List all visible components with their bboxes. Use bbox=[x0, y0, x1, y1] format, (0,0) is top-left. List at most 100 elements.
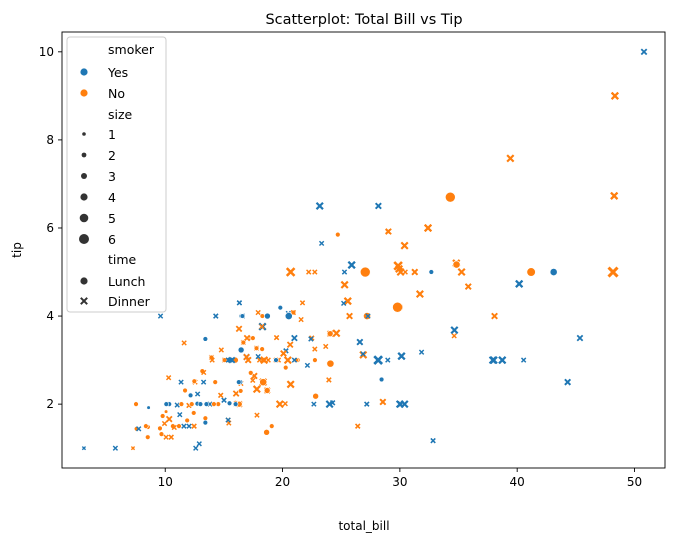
data-point-199 bbox=[346, 312, 353, 320]
legend-box bbox=[66, 36, 167, 313]
data-point-261 bbox=[181, 423, 187, 429]
data-point-157 bbox=[360, 351, 366, 357]
data-point-201 bbox=[395, 264, 404, 273]
data-point-220 bbox=[145, 434, 151, 440]
data-point-77 bbox=[255, 309, 261, 316]
y-axis-label: tip bbox=[10, 242, 24, 258]
legend-size-label-6: 6 bbox=[108, 232, 116, 247]
data-point-139 bbox=[343, 297, 352, 306]
legend-size-marker-6 bbox=[79, 234, 89, 244]
data-point-244 bbox=[264, 312, 271, 320]
data-point-226 bbox=[445, 191, 456, 203]
data-point-230 bbox=[143, 423, 149, 429]
data-point-178 bbox=[236, 300, 243, 306]
data-point-181 bbox=[365, 313, 371, 319]
data-point-253 bbox=[194, 391, 201, 397]
y-tick-label-10: 10 bbox=[39, 45, 54, 59]
data-point-111 bbox=[165, 415, 173, 423]
data-point-225 bbox=[250, 335, 256, 341]
data-point-29 bbox=[415, 290, 424, 299]
data-point-47 bbox=[418, 349, 425, 355]
data-point-134 bbox=[256, 357, 263, 363]
legend-marker-no bbox=[80, 89, 88, 97]
data-point-234 bbox=[133, 401, 139, 407]
data-point-278 bbox=[227, 357, 233, 363]
legend-label-lunch: Lunch bbox=[108, 274, 145, 289]
data-point-280 bbox=[193, 445, 199, 451]
data-point-257 bbox=[200, 379, 207, 385]
data-point-30 bbox=[340, 280, 349, 289]
data-point-216 bbox=[283, 364, 289, 371]
data-point-243 bbox=[203, 401, 210, 407]
legend-label-yes: Yes bbox=[107, 65, 128, 80]
data-point-136 bbox=[165, 375, 172, 381]
data-point-128 bbox=[158, 431, 165, 437]
legend-size-label-5: 5 bbox=[108, 211, 116, 226]
data-point-24 bbox=[457, 268, 466, 277]
data-point-272 bbox=[201, 369, 207, 376]
data-point-210 bbox=[392, 301, 403, 313]
legend-marker-lunch bbox=[80, 277, 88, 285]
data-point-101 bbox=[299, 300, 306, 306]
data-point-249 bbox=[237, 346, 245, 354]
data-point-259 bbox=[196, 441, 202, 447]
data-point-281 bbox=[430, 438, 436, 444]
data-point-262 bbox=[136, 426, 142, 432]
data-point-238 bbox=[239, 313, 246, 319]
data-point-190 bbox=[225, 417, 231, 423]
data-point-198 bbox=[326, 377, 332, 383]
data-point-156 bbox=[244, 356, 252, 364]
data-point-269 bbox=[236, 379, 242, 385]
legend-size-label-4: 4 bbox=[108, 190, 116, 205]
legend-size-label-2: 2 bbox=[108, 148, 116, 163]
data-point-273 bbox=[304, 362, 311, 369]
data-point-15 bbox=[285, 267, 296, 277]
data-point-25 bbox=[451, 333, 457, 339]
data-point-115 bbox=[157, 425, 163, 432]
data-point-166 bbox=[240, 339, 247, 346]
legend-size-label-1: 1 bbox=[108, 127, 116, 142]
data-point-223 bbox=[232, 401, 239, 407]
data-point-68 bbox=[157, 313, 164, 319]
data-point-227 bbox=[526, 267, 536, 277]
data-point-258 bbox=[375, 202, 382, 210]
data-point-241 bbox=[549, 268, 558, 276]
data-point-203 bbox=[191, 410, 197, 416]
legend-label-no: No bbox=[108, 86, 125, 101]
data-point-231 bbox=[263, 429, 270, 436]
y-tick-label-4: 4 bbox=[46, 309, 54, 323]
data-point-154 bbox=[221, 397, 227, 403]
data-point-232 bbox=[184, 417, 190, 424]
data-point-119 bbox=[253, 345, 260, 351]
data-point-251 bbox=[498, 356, 507, 365]
data-point-90 bbox=[218, 347, 224, 353]
data-point-153 bbox=[282, 401, 288, 407]
legend-size-marker-1 bbox=[82, 132, 86, 136]
data-point-132 bbox=[424, 223, 433, 232]
y-tick-label-8: 8 bbox=[46, 133, 54, 147]
data-point-195 bbox=[209, 357, 215, 363]
data-point-152 bbox=[81, 446, 87, 451]
plot-frame bbox=[61, 31, 666, 469]
data-point-120 bbox=[326, 330, 334, 337]
data-point-235 bbox=[277, 304, 284, 311]
data-point-129 bbox=[400, 241, 409, 250]
data-point-248 bbox=[284, 312, 293, 320]
data-point-197 bbox=[491, 312, 498, 320]
data-point-255 bbox=[347, 260, 356, 269]
data-point-213 bbox=[178, 401, 185, 407]
data-point-48 bbox=[576, 334, 584, 342]
data-point-237 bbox=[226, 400, 233, 406]
x-tick-label-50: 50 bbox=[627, 475, 642, 489]
legend: smoker Yes No size 1 2 3 4 5 6 time Lunc… bbox=[66, 36, 167, 313]
data-point-175 bbox=[385, 357, 391, 363]
legend-marker-dinner bbox=[80, 297, 88, 305]
legend-size-marker-2 bbox=[81, 152, 87, 158]
data-point-159 bbox=[218, 392, 224, 398]
data-point-207 bbox=[212, 379, 218, 385]
y-axis: 2 4 6 8 10 bbox=[39, 45, 62, 411]
data-point-285 bbox=[311, 401, 317, 407]
legend-size-marker-3 bbox=[81, 173, 87, 179]
chart-title: Scatterplot: Total Bill vs Tip bbox=[265, 12, 462, 28]
data-point-193 bbox=[259, 323, 265, 330]
